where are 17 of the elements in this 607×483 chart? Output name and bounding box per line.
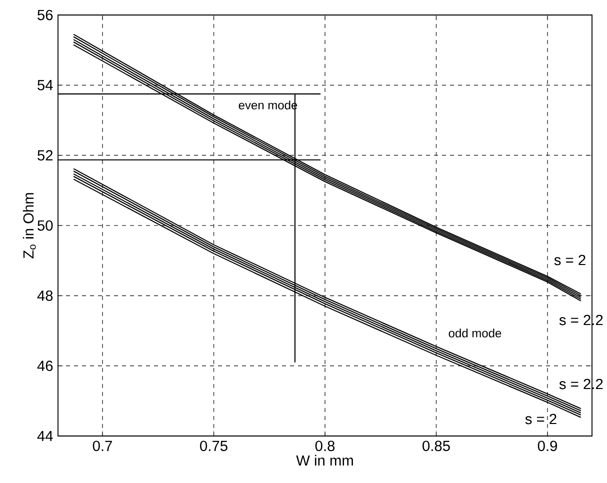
y-tick-label: 56 <box>38 10 53 20</box>
x-tick-label: 0.9 <box>538 440 558 452</box>
y-tick-label: 44 <box>37 430 53 442</box>
y-axis-title: Z$_{o}$ in Ohm <box>22 193 36 258</box>
y-tick-label: 52 <box>38 150 53 161</box>
annotation: s = 2 <box>554 254 586 266</box>
x-tick-label: 0.7 <box>92 440 112 452</box>
x-tick-label: 0.8 <box>315 440 335 452</box>
annotation: s = 2 <box>525 414 556 424</box>
x-axis-title: W in mm <box>296 454 353 466</box>
y-tick-label: 48 <box>37 290 53 301</box>
x-tick-label: 0.75 <box>200 440 228 452</box>
x-tick-label: 0.85 <box>422 440 450 452</box>
y-tick-label: 46 <box>37 360 53 372</box>
y-tick-label: 50 <box>38 220 53 231</box>
annotation: odd mode <box>448 328 502 338</box>
y-tick-label: 54 <box>38 80 53 90</box>
